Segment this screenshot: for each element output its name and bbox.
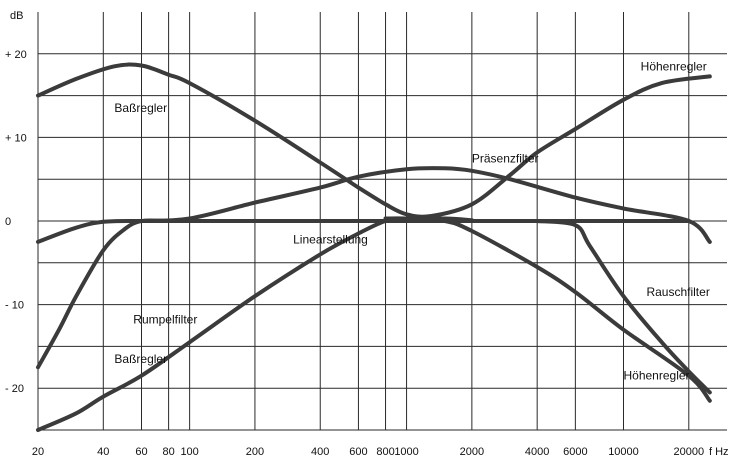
curve-label: Rauschfilter <box>646 285 709 299</box>
curve-labels: Baßregler Höhenregler Präsenzfilter Linears… <box>114 59 709 382</box>
curve-label: Baßregler <box>114 101 167 115</box>
x-axis-label: f Hz <box>709 446 729 458</box>
x-tick-label: 400 <box>311 446 329 458</box>
y-axis-label: dB <box>10 10 23 22</box>
x-tick-label: 60 <box>135 446 147 458</box>
series-line-4 <box>36 218 691 244</box>
x-tick-label: 6000 <box>563 446 587 458</box>
series-line-5 <box>36 218 192 370</box>
curve-label: Höhenregler <box>623 369 689 383</box>
x-tick-label: 800 <box>376 446 394 458</box>
x-tick-label: 80 <box>162 446 174 458</box>
x-tick-label: 2000 <box>460 446 484 458</box>
curve-label: Baßregler <box>114 352 167 366</box>
series-line-0 <box>36 62 712 219</box>
x-tick-label: 600 <box>349 446 367 458</box>
curve-label: Präsenzfilter <box>472 151 539 165</box>
series-line-6 <box>535 219 712 395</box>
y-tick-label: + 10 <box>5 132 27 144</box>
series-line-2 <box>383 216 712 403</box>
x-tick-label: 100 <box>180 446 198 458</box>
y-tick-label: - 10 <box>5 300 24 312</box>
x-tick-label: 200 <box>246 446 264 458</box>
x-tick-label: 4000 <box>525 446 549 458</box>
y-tick-label: 0 <box>5 216 11 228</box>
curve-label: Höhenregler <box>641 59 707 73</box>
y-tick-label: - 20 <box>5 383 24 395</box>
x-tick-label: 1000 <box>394 446 418 458</box>
curve-label: Rumpelfilter <box>133 313 197 327</box>
tick-labels: 20 40 60 80 100 200 400 600 800 1000 2000 4000 6000 1… <box>5 49 704 458</box>
curves <box>36 62 712 432</box>
x-tick-label: 20 <box>32 446 44 458</box>
curve-label: Linearstellung <box>293 232 368 246</box>
x-tick-label: 10000 <box>608 446 639 458</box>
x-tick-label: 20000 <box>674 446 705 458</box>
x-tick-label: 40 <box>97 446 109 458</box>
y-tick-label: + 20 <box>5 49 27 61</box>
series-line-3 <box>139 166 712 244</box>
